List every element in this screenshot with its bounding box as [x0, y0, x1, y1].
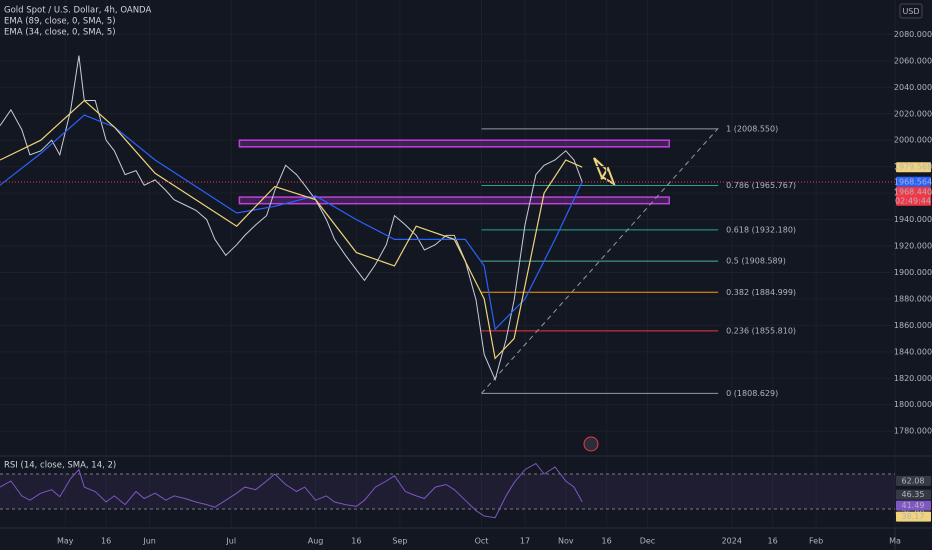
x-tick-label: Aug: [308, 537, 324, 546]
ema-line: [0, 99, 583, 360]
price-badge-label: 1979.568: [894, 163, 932, 172]
y-tick-label: 1900.000: [894, 268, 932, 277]
rsi-badge-label: 41.49: [902, 501, 925, 510]
price-badge: [896, 176, 931, 187]
y-tick-label: 2060.000: [894, 56, 932, 65]
y-tick-label: 1820.000: [894, 374, 932, 383]
x-tick-label: 16: [767, 537, 777, 546]
fib-label: 1 (2008.550): [726, 124, 778, 133]
price-badge-label: 1968.564: [894, 177, 932, 186]
rsi-badge-label: 38.17: [902, 512, 925, 521]
x-tick-label: Feb: [809, 537, 823, 546]
countdown-badge: [896, 195, 931, 206]
y-tick-label: 1860.000: [894, 321, 932, 330]
price-line: [0, 55, 583, 382]
rsi-badge: [896, 489, 931, 500]
fib-label: 0.382 (1884.999): [726, 288, 796, 297]
fib-label: 0.236 (1855.810): [726, 326, 796, 335]
x-tick-label: 2024: [722, 537, 742, 546]
rsi-line: [0, 462, 583, 519]
x-tick-label: Sep: [392, 537, 407, 546]
y-tick-label: 1780.000: [894, 427, 932, 436]
x-tick-label: 16: [602, 537, 612, 546]
rsi-badge: [896, 500, 931, 511]
rsi-badge: [896, 475, 931, 486]
ema-line: [0, 114, 583, 331]
y-tick-label: 2000.000: [894, 136, 932, 145]
price-badge: [896, 162, 931, 173]
rsi-badge-label: 46.35: [902, 490, 925, 499]
x-tick-label: Oct: [475, 537, 489, 546]
currency-button[interactable]: [899, 3, 923, 19]
y-tick-label: 1920.000: [894, 242, 932, 251]
y-tick-label: 1880.000: [894, 294, 932, 303]
event-icon[interactable]: [583, 436, 599, 452]
x-tick-label: 16: [101, 537, 111, 546]
zone: [238, 196, 670, 205]
y-tick-label: 2020.000: [894, 109, 932, 118]
rsi-title: RSI (14, close, SMA, 14, 2): [4, 461, 116, 471]
rsi-badge: [896, 511, 931, 522]
price-badge: [896, 186, 931, 197]
y-tick-label: 1800.000: [894, 400, 932, 409]
x-tick-label: 17: [520, 537, 530, 546]
legend-entry: Gold Spot / U.S. Dollar, 4h, OANDA: [4, 6, 151, 16]
rsi-badge-label: 62.08: [902, 476, 925, 485]
x-tick-label: 16: [351, 537, 361, 546]
fib-label: 0.618 (1932.180): [726, 225, 796, 234]
currency: USD: [902, 7, 919, 16]
y-tick-label: 1840.000: [894, 347, 932, 356]
fib-label: 0 (1808.629): [726, 389, 778, 398]
rsi-band: [0, 474, 895, 509]
zone: [238, 139, 670, 148]
x-tick-label: Dec: [640, 537, 655, 546]
x-tick-label: Jun: [142, 537, 156, 546]
y-tick-label: 2040.000: [894, 83, 932, 92]
fib-label: 0.786 (1965.767): [726, 181, 796, 190]
price-badge-label: 1968.440: [894, 187, 932, 196]
fib-label: 0.5 (1908.589): [726, 257, 786, 266]
countdown: 02:49:44: [895, 196, 931, 205]
y-tick-label: 2080.000: [894, 30, 932, 39]
legend-entry: EMA (34, close, 0, SMA, 5): [4, 28, 116, 38]
x-tick-label: Jul: [225, 537, 236, 546]
x-tick-label: Nov: [558, 537, 574, 546]
x-tick-label: May: [57, 537, 74, 546]
legend-entry: EMA (89, close, 0, SMA, 5): [4, 17, 116, 27]
arrow-annotation: [593, 157, 616, 187]
y-tick-label: 1940.000: [894, 215, 932, 224]
x-tick-label: Ma: [889, 537, 901, 546]
